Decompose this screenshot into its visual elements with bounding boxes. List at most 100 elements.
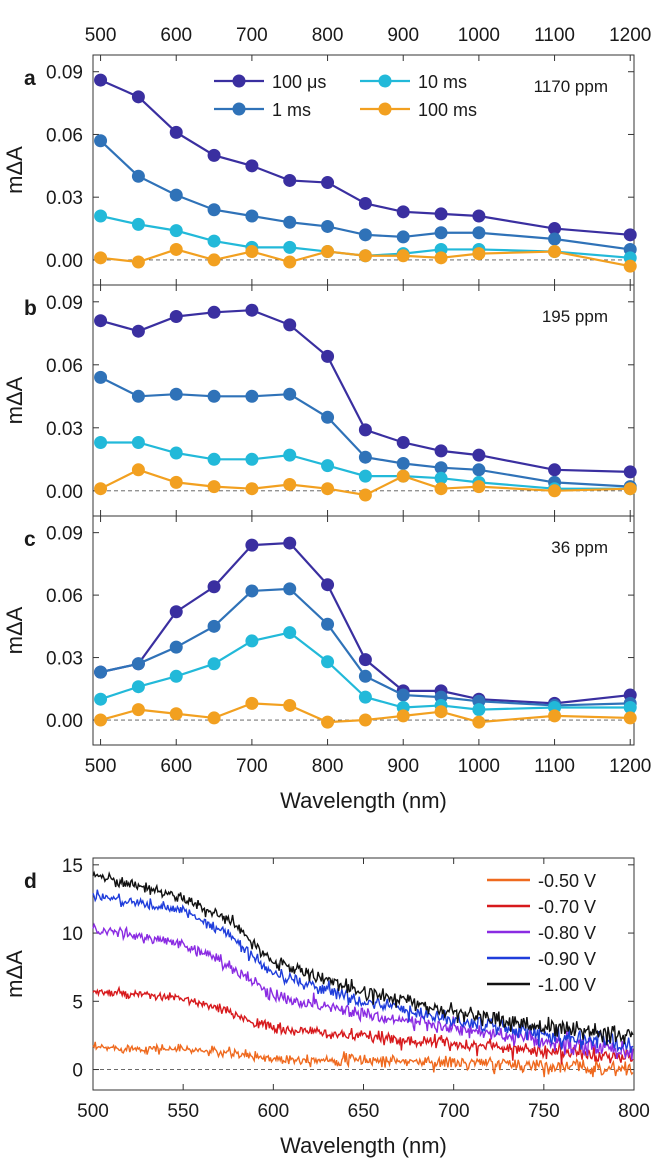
data-point: [131, 324, 145, 338]
data-point: [283, 582, 297, 596]
data-point: [94, 692, 108, 706]
legend-label: -1.00 V: [538, 975, 596, 995]
data-point: [396, 436, 410, 449]
series-1: [94, 370, 637, 494]
data-point: [548, 232, 562, 246]
y-tick-label: 0.09: [46, 63, 83, 84]
data-point: [283, 387, 297, 401]
data-point: [321, 655, 335, 669]
x-tick-label-top: 1000: [458, 25, 500, 46]
data-point: [207, 657, 221, 671]
data-point: [131, 657, 145, 671]
series-2: [92, 922, 634, 1061]
data-point: [131, 169, 145, 183]
data-point: [207, 452, 221, 466]
data-point: [169, 446, 183, 460]
data-point: [207, 619, 221, 633]
plot-frame: [92, 857, 635, 1091]
data-point: [94, 436, 108, 449]
x-tick-label-top: 900: [387, 25, 419, 46]
y-tick-label: 0.00: [46, 251, 83, 272]
data-point: [169, 310, 183, 323]
legend: -0.50 V -0.70 V -0.80 V -0.90 V -1.00 V: [487, 871, 596, 995]
data-point: [321, 578, 335, 592]
data-point: [623, 711, 637, 725]
data-point: [434, 226, 448, 240]
panel-letter: c: [24, 528, 36, 551]
data-point: [358, 249, 372, 263]
data-point: [472, 463, 486, 477]
x-tick-label: 800: [312, 756, 344, 777]
data-point: [358, 450, 372, 464]
data-point: [321, 176, 335, 190]
panel-d: 500 550 600 650 700 750 800 0 5 10 15 mΔA Wavelength…: [2, 856, 650, 1158]
data-point: [94, 251, 108, 265]
legend: 100 μs 1 ms 10 ms 100 ms: [214, 72, 477, 120]
legend-marker: [232, 102, 246, 116]
x-tick-label-top: 500: [85, 25, 117, 46]
data-point: [283, 255, 297, 269]
x-tick-label-top: 600: [160, 25, 192, 46]
x-tick-label-top: 800: [312, 25, 344, 46]
data-point: [548, 463, 562, 477]
data-point: [358, 713, 372, 727]
data-point: [358, 196, 372, 210]
data-point: [283, 626, 297, 640]
data-point: [169, 242, 183, 256]
data-point: [396, 709, 410, 723]
data-point: [283, 698, 297, 712]
data-point: [472, 448, 486, 462]
data-point: [169, 605, 183, 619]
data-point: [94, 314, 108, 328]
series-trace: [92, 985, 634, 1065]
data-point: [623, 465, 637, 479]
panel-letter: d: [24, 870, 37, 893]
data-point: [358, 488, 372, 502]
data-point: [245, 634, 259, 648]
data-point: [169, 224, 183, 238]
x-tick-label: 800: [618, 1101, 650, 1122]
data-point: [207, 711, 221, 725]
x-tick-label: 500: [77, 1101, 109, 1122]
data-point: [94, 209, 108, 223]
panel-b: 0.00 0.03 0.06 0.09 mΔA b 195 ppm: [2, 284, 637, 517]
data-point: [472, 715, 486, 729]
data-point: [245, 245, 259, 259]
data-point: [358, 669, 372, 683]
legend-marker: [232, 74, 246, 88]
series-trace: [92, 870, 634, 1045]
y-tick-label: 0.00: [46, 482, 83, 503]
x-tick-label: 700: [236, 756, 268, 777]
data-point: [131, 217, 145, 231]
legend-marker: [378, 74, 392, 88]
y-axis-title: mΔA: [2, 950, 27, 998]
y-axis-title: mΔA: [2, 146, 27, 194]
legend-label: -0.50 V: [538, 871, 596, 891]
y-tick-label: 0.06: [46, 125, 83, 146]
legend-label: 100 μs: [272, 72, 326, 92]
legend-label: 10 ms: [418, 72, 467, 92]
data-point: [434, 461, 448, 475]
data-point: [169, 475, 183, 489]
data-point: [321, 459, 335, 473]
data-point: [548, 222, 562, 236]
data-point: [207, 580, 221, 594]
data-point: [321, 715, 335, 729]
y-tick-label: 0.03: [46, 419, 83, 440]
data-point: [94, 370, 108, 384]
data-point: [321, 349, 335, 363]
data-point: [245, 538, 259, 552]
data-point: [245, 696, 259, 710]
series-line: [100, 79, 631, 236]
data-point: [434, 207, 448, 221]
data-point: [623, 228, 637, 242]
data-point: [321, 617, 335, 631]
x-tick-label: 600: [160, 756, 192, 777]
data-point: [472, 480, 486, 494]
series-3: [94, 463, 637, 502]
data-point: [131, 255, 145, 269]
data-point: [548, 709, 562, 723]
data-point: [169, 669, 183, 683]
data-point: [434, 705, 448, 719]
data-point: [358, 653, 372, 667]
